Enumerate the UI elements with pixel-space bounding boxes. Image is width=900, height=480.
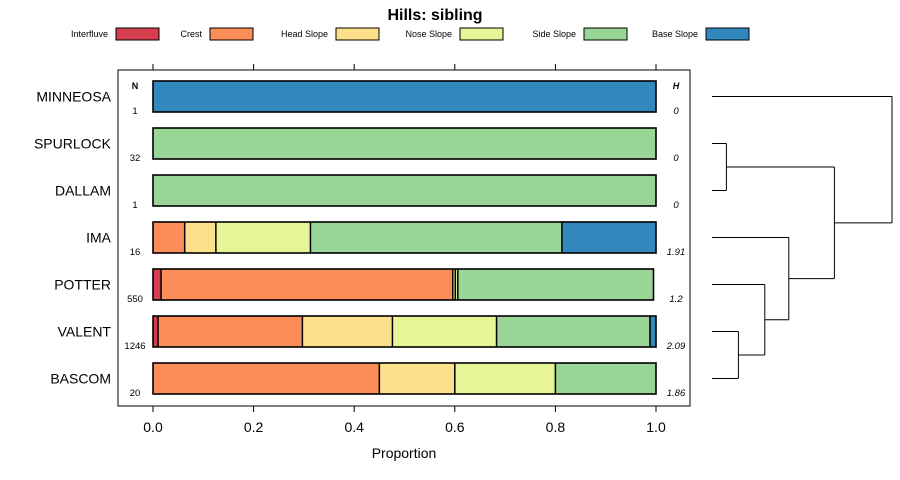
bar-outline-ima (152, 221, 657, 254)
x-tick-label-3: 0.6 (445, 419, 465, 435)
n-value-spurlock: 32 (130, 153, 141, 164)
bar-outline-potter (152, 268, 655, 301)
bar-segment-potter-side-slope (457, 269, 654, 300)
plot-frame (117, 69, 691, 407)
n-value-minneosa: 1 (132, 106, 137, 117)
legend-label-crest: Crest (180, 29, 202, 39)
row-label-ima: IMA (86, 230, 112, 246)
x-tick-label-2: 0.4 (344, 419, 364, 435)
bar-segment-potter-nose-slope (455, 269, 458, 300)
bar-segment-potter-interfluve (153, 269, 162, 300)
bar-segment-bascom-nose-slope (454, 363, 556, 394)
n-value-valent: 1246 (124, 341, 145, 352)
bar-segment-valent-base-slope (649, 316, 656, 347)
bar-segment-valent-nose-slope (392, 316, 497, 347)
bar-segment-ima-crest (153, 222, 185, 253)
n-value-potter: 550 (127, 294, 143, 305)
dendrogram (712, 96, 893, 379)
h-value-bascom: 1.86 (667, 388, 686, 399)
bar-segment-dallam-side-slope (153, 175, 656, 206)
legend-swatch-head-slope (335, 27, 380, 41)
bar-segment-spurlock-side-slope (153, 128, 656, 159)
bar-segment-ima-nose-slope (215, 222, 311, 253)
h-value-dallam: 0 (673, 200, 679, 211)
legend-label-head-slope: Head Slope (281, 29, 328, 39)
h-value-potter: 1.2 (669, 294, 683, 305)
bar-segment-minneosa-base-slope (153, 81, 656, 112)
bar-segment-bascom-crest (153, 363, 380, 394)
row-label-spurlock: SPURLOCK (34, 136, 112, 152)
bar-outline-valent (152, 315, 657, 348)
n-value-bascom: 20 (130, 388, 141, 399)
legend-swatch-base-slope (705, 27, 750, 41)
h-value-ima: 1.91 (667, 247, 686, 258)
bar-outline-dallam (152, 174, 657, 207)
row-label-minneosa: MINNEOSA (36, 89, 111, 105)
bar-segment-ima-head-slope (184, 222, 216, 253)
legend-swatch-nose-slope (459, 27, 504, 41)
n-value-ima: 16 (130, 247, 141, 258)
x-tick-label-1: 0.2 (244, 419, 264, 435)
legend-swatch-crest (209, 27, 254, 41)
legend-label-nose-slope: Nose Slope (405, 29, 452, 39)
legend-label-base-slope: Base Slope (652, 29, 698, 39)
row-label-valent: VALENT (58, 324, 112, 340)
row-label-bascom: BASCOM (50, 371, 111, 387)
bar-segment-bascom-head-slope (379, 363, 455, 394)
bar-segment-ima-side-slope (310, 222, 562, 253)
legend-swatch-side-slope (583, 27, 628, 41)
legend-label-interfluve: Interfluve (71, 29, 108, 39)
h-header: H (673, 81, 680, 91)
legend-swatch-interfluve (115, 27, 160, 41)
row-label-potter: POTTER (54, 277, 111, 293)
bar-segment-valent-crest (158, 316, 303, 347)
n-value-dallam: 1 (132, 200, 137, 211)
n-column: N 1 32 1 16 550 1246 20 (124, 81, 145, 399)
h-column: H 0 0 0 1.91 1.2 2.09 1.86 (666, 81, 686, 399)
bar-segment-valent-interfluve (153, 316, 159, 347)
h-value-minneosa: 0 (673, 106, 679, 117)
x-tick-label-0: 0.0 (143, 419, 163, 435)
bar-segment-ima-base-slope (561, 222, 656, 253)
row-labels: MINNEOSA SPURLOCK DALLAM IMA POTTER VALENT BAS… (34, 89, 112, 387)
bar-outline-minneosa (152, 80, 657, 113)
bar-outline-spurlock (152, 127, 657, 160)
n-header: N (132, 81, 139, 91)
h-value-spurlock: 0 (673, 153, 679, 164)
x-tick-label-4: 0.8 (546, 419, 566, 435)
bar-outline-bascom (152, 362, 657, 395)
legend-label-side-slope: Side Slope (532, 29, 576, 39)
legend: Interfluve Crest Head Slope Nose Slope Side … (71, 27, 750, 41)
x-axis-label: Proportion (372, 445, 437, 461)
h-value-valent: 2.09 (666, 341, 686, 352)
chart-title: Hills: sibling (387, 7, 482, 24)
bar-segment-potter-head-slope (452, 269, 456, 300)
bar-segment-bascom-side-slope (555, 363, 656, 394)
bar-segment-valent-head-slope (302, 316, 393, 347)
x-tick-label-5: 1.0 (646, 419, 666, 435)
x-axis: 0.0 0.2 0.4 0.6 0.8 1.0 (143, 64, 666, 435)
bars (152, 80, 657, 395)
bar-segment-valent-side-slope (496, 316, 650, 347)
row-label-dallam: DALLAM (55, 183, 111, 199)
bar-segment-potter-crest (161, 269, 453, 300)
